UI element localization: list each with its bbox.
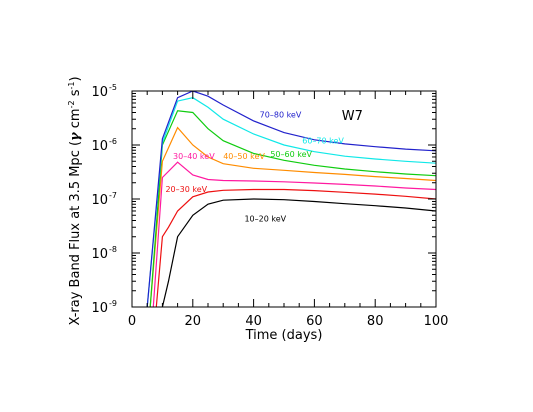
y-axis-title: X-ray Band Flux at 3.5 Mpc (γ cm-2 s-1)	[67, 76, 83, 325]
series-label-5: 60–70 keV	[302, 136, 344, 145]
series-line-5	[146, 97, 436, 307]
y-tick-label: 10	[91, 247, 108, 262]
y-tick-exponent: -7	[109, 191, 117, 200]
series-line-6	[146, 91, 436, 307]
y-tick-exponent: -6	[109, 137, 117, 146]
model-annotation: W7	[342, 109, 363, 124]
y-tick-label: 10	[91, 139, 108, 154]
series-label-6: 70–80 keV	[260, 111, 302, 120]
series-label-3: 40–50 keV	[223, 152, 265, 161]
x-tick-label: 20	[185, 314, 202, 329]
y-axis-title-s: s	[68, 89, 83, 100]
series-line-4	[149, 110, 436, 307]
plot-frame	[131, 90, 437, 308]
series-layer	[146, 91, 436, 307]
series-line-3	[149, 126, 436, 307]
series-label-4: 50–60 keV	[270, 150, 312, 159]
series-line-0	[161, 198, 436, 307]
x-tick-label: 40	[245, 314, 262, 329]
y-tick-exponent: -5	[109, 83, 117, 92]
x-tick-label: 100	[424, 314, 449, 329]
series-label-1: 20–30 keV	[165, 185, 207, 194]
y-tick-label: 10	[91, 193, 108, 208]
y-axis-title-pre: X-ray Band Flux at 3.5 Mpc (	[68, 141, 83, 326]
series-line-2	[152, 161, 436, 307]
y-axis-title-cm-exp: -2	[67, 100, 76, 108]
y-tick-label: 10	[91, 301, 108, 316]
y-axis-title-s-exp: -1	[67, 82, 76, 90]
series-line-1	[155, 188, 436, 307]
y-axis-title-post: )	[68, 76, 83, 81]
x-tick-label: 60	[306, 314, 323, 329]
series-label-0: 10–20 keV	[244, 215, 286, 224]
y-axis-title-cm: cm	[68, 108, 83, 132]
x-axis-title: Time (days)	[245, 328, 323, 343]
y-tick-exponent: -8	[109, 245, 117, 254]
series-label-2: 30–40 keV	[173, 152, 215, 161]
y-tick-label: 10	[91, 85, 108, 100]
x-tick-label: 80	[367, 314, 384, 329]
y-axis-title-gamma: γ	[68, 131, 83, 141]
x-tick-label: 0	[128, 314, 136, 329]
y-tick-exponent: -9	[109, 299, 117, 308]
labels-layer: 10–20 keV 20–30 keV 30–40 keV 40–50 keV 50–6…	[165, 111, 344, 224]
